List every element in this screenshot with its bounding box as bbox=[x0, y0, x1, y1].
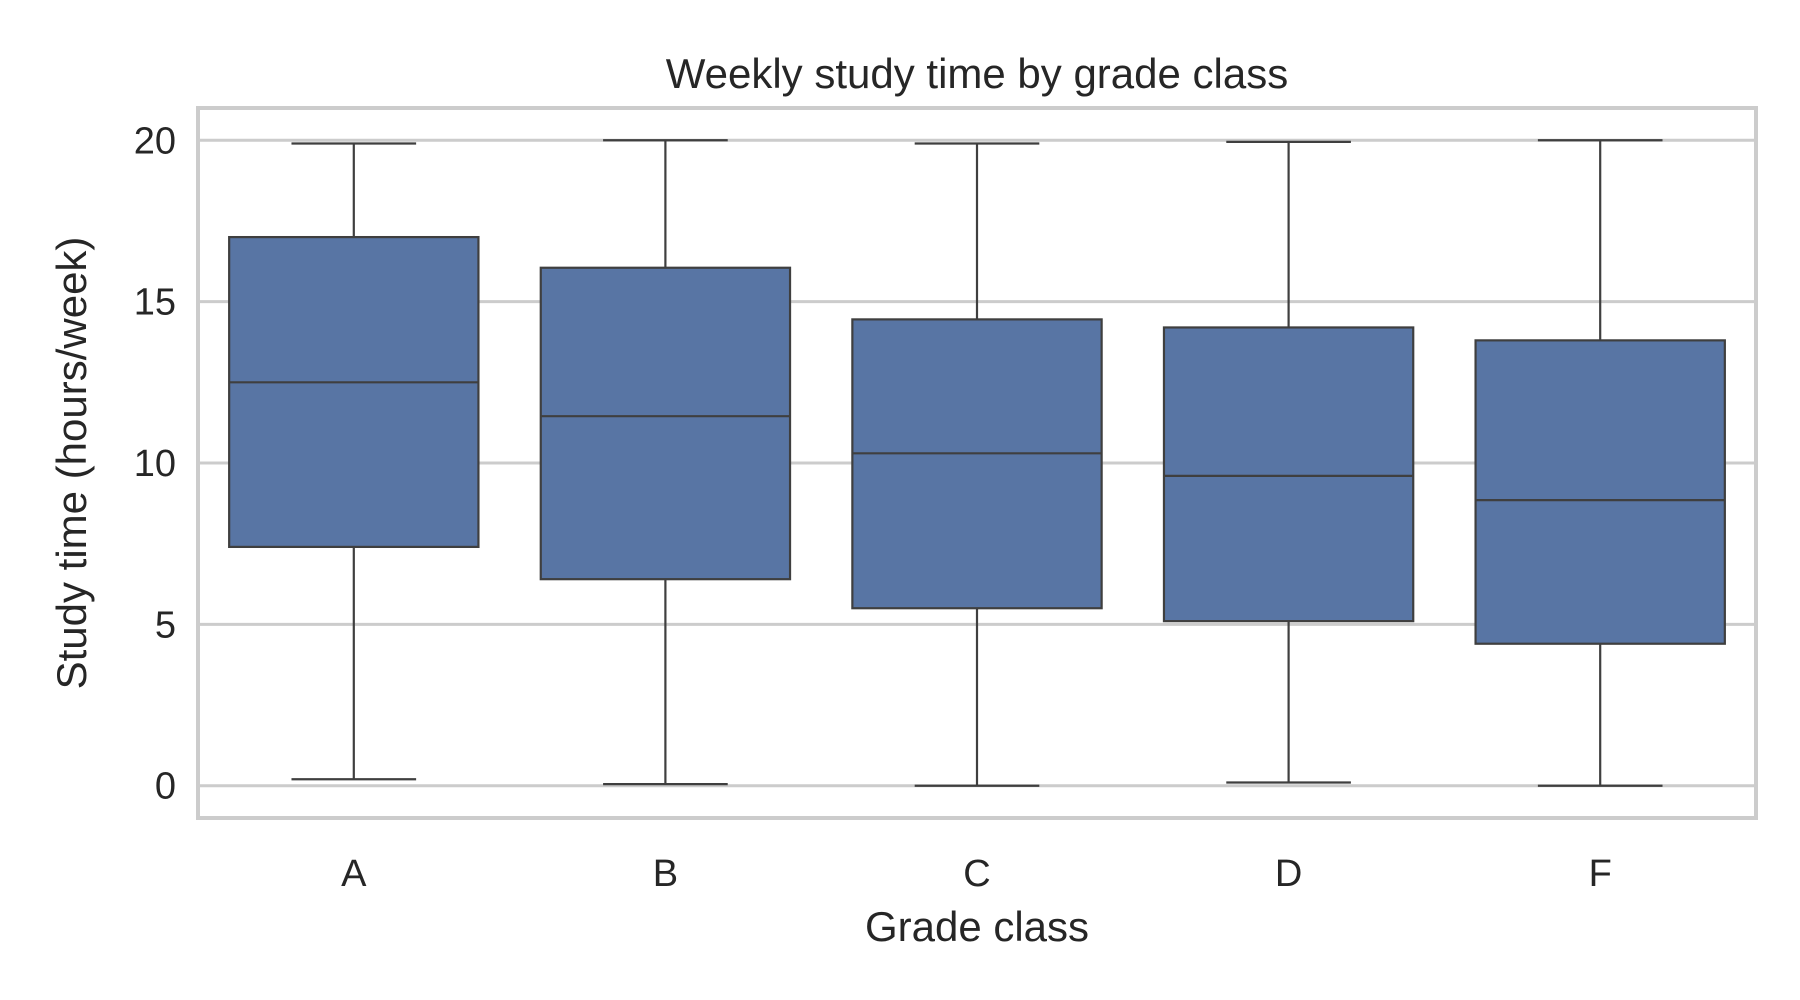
iqr-box bbox=[539, 266, 792, 581]
plot-frame bbox=[196, 106, 1758, 820]
x-tick-label: A bbox=[341, 853, 367, 895]
box-group bbox=[1474, 139, 1726, 787]
y-tick-label: 10 bbox=[134, 443, 176, 485]
box-group bbox=[539, 139, 792, 786]
iqr-box bbox=[851, 318, 1103, 610]
y-tick-label: 20 bbox=[134, 120, 176, 162]
x-tick-label: C bbox=[963, 853, 990, 895]
x-tick-label: D bbox=[1275, 853, 1302, 895]
chart-title: Weekly study time by grade class bbox=[666, 50, 1288, 97]
iqr-box bbox=[1162, 326, 1415, 623]
iqr-box bbox=[228, 235, 480, 549]
y-tick-labels: 0 5 10 15 20 bbox=[134, 120, 176, 807]
box-group bbox=[851, 142, 1103, 787]
y-axis-label: Study time (hours/week) bbox=[48, 237, 95, 690]
x-axis-label: Grade class bbox=[865, 903, 1089, 950]
y-tick-label: 0 bbox=[155, 766, 176, 808]
box-group bbox=[1162, 140, 1415, 784]
box-group bbox=[228, 142, 480, 781]
box-layer bbox=[228, 139, 1726, 787]
y-tick-label: 5 bbox=[155, 604, 176, 646]
y-tick-label: 15 bbox=[134, 282, 176, 324]
x-tick-label: B bbox=[653, 853, 678, 895]
iqr-box bbox=[1474, 339, 1726, 645]
x-tick-label: F bbox=[1589, 853, 1612, 895]
